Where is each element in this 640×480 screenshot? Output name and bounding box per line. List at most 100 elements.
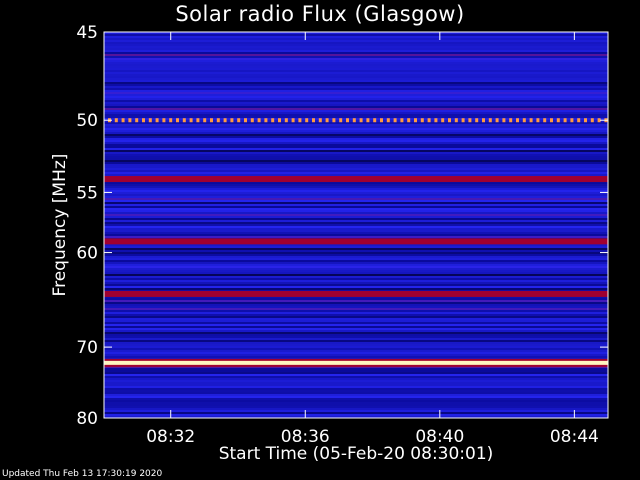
emission-band [216,118,220,123]
spectrum-row [104,200,608,202]
spectrum-row [104,376,608,378]
spectrum-row [104,146,608,148]
spectrum-row [104,396,608,398]
spectrum-row [104,100,608,102]
spectrum-row [104,388,608,390]
spectrum-row [104,302,608,304]
spectrum-row [104,182,608,184]
emission-band [271,118,275,123]
spectrum-row [104,116,608,118]
spectrum-row [104,198,608,200]
spectrum-row [104,404,608,406]
spectrum-row [104,62,608,64]
emission-band [104,290,608,297]
emission-band [359,118,363,123]
spectrum-row [104,162,608,164]
spectrum-row [104,34,608,36]
spectrum-row [104,268,608,270]
spectrum-row [104,174,608,176]
spectrum-row [104,210,608,212]
emission-band [298,118,302,123]
spectrum-row [104,172,608,174]
emission-band [407,118,411,123]
spectrum-row [104,318,608,320]
emission-band [210,118,213,123]
spectrum-row [104,102,608,104]
emission-band [577,118,581,123]
spectrum-row [104,282,608,284]
spectrum-row [104,298,608,300]
spectrum-row [104,204,608,206]
emission-band [509,118,513,123]
emission-band [189,118,193,123]
spectrum-row [104,250,608,252]
spectrum-row [104,320,608,322]
spectrum-row [104,350,608,352]
emission-band [121,118,125,123]
spectrum-row [104,340,608,342]
emission-band [448,118,451,123]
spectrum-row [104,134,608,136]
x-axis-label: Start Time (05-Feb-20 08:30:01) [218,444,494,464]
spectrum-row [104,278,608,280]
emission-band [366,118,370,123]
spectrum-row [104,248,608,250]
spectrum-row [104,152,608,154]
spectrum-row [104,370,608,372]
spectrum-row [104,380,608,382]
spectrum-row [104,348,608,350]
emission-band [495,118,499,123]
spectrum-row [104,132,608,134]
spectrum-row [104,286,608,288]
spectrum-row [104,252,608,254]
x-tick-label: 08:36 [281,427,330,447]
spectrum-row [104,80,608,82]
spectrum-row [104,74,608,76]
spectrum-row [104,96,608,98]
spectrum-row [104,304,608,306]
emission-band [128,118,132,123]
emission-band [550,118,553,123]
spectrum-row [104,164,608,166]
spectrum-row [104,84,608,86]
spectrum-row [104,392,608,394]
emission-band [346,118,349,123]
spectrum-row [104,312,608,314]
emission-band [148,118,152,123]
spectrum-row [104,50,608,52]
spectrum-row [104,258,608,260]
emission-band [454,118,458,123]
y-tick-label: 70 [76,338,98,358]
spectrum-row [104,138,608,140]
emission-band [169,118,173,123]
emission-band [488,118,492,123]
spectrum-row [104,354,608,356]
spectrum-row [104,166,608,168]
spectrum-row [104,246,608,248]
emission-band [114,118,118,123]
spectrum-row [104,400,608,402]
spectrum-row [104,122,608,124]
emission-band [223,118,227,123]
emission-band [291,118,295,123]
spectrum-row [104,260,608,262]
spectrum-row [104,406,608,408]
spectrum-row [104,108,608,110]
emission-band [182,118,186,123]
updated-timestamp: Updated Thu Feb 13 17:30:19 2020 [2,469,163,479]
spectrum-row [104,218,608,220]
spectrum-row [104,128,608,130]
y-axis-label: Frequency [MHz] [50,153,70,297]
spectrum-row [104,314,608,316]
y-tick-label: 60 [76,244,98,264]
emission-band [414,118,417,123]
spectrum-row [104,72,608,74]
emission-band [502,118,506,123]
spectrum-row [104,332,608,334]
spectrum-row [104,390,608,392]
emission-band [196,118,200,123]
emission-band [543,118,547,123]
y-tick-label: 55 [76,183,98,203]
spectrum-row [104,190,608,192]
emission-band [570,118,574,123]
